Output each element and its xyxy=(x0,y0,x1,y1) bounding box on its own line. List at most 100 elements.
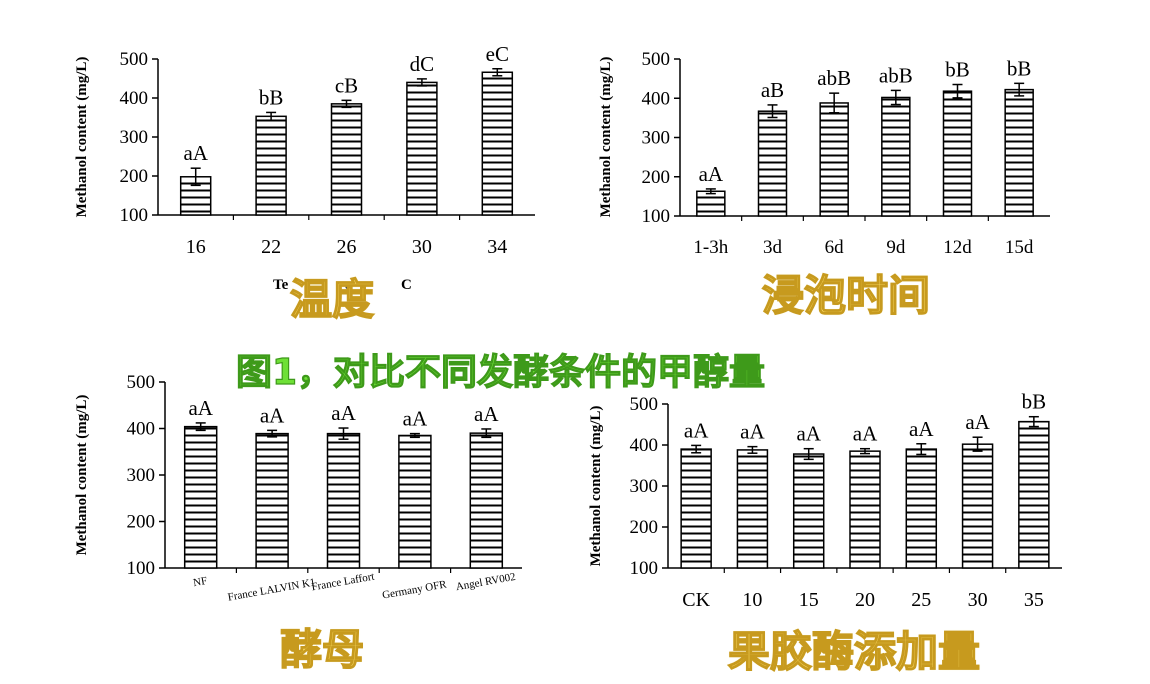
y-tick-label: 300 xyxy=(642,128,671,149)
overlay-title-temperature: 温度 xyxy=(289,274,375,325)
significance-label: bB xyxy=(1022,390,1047,414)
significance-label: aA xyxy=(909,417,934,441)
x-tick-label: 12d xyxy=(943,237,972,258)
significance-label: aA xyxy=(403,407,428,431)
x-tick-label: 30 xyxy=(412,236,432,258)
y-tick-label: 300 xyxy=(120,127,149,148)
charts-layer: Methanol content (mg/L) 100200300400500aA… xyxy=(74,42,1062,611)
y-tick-label: 500 xyxy=(120,49,149,70)
x-tick-label: Germany OFR xyxy=(381,578,448,601)
x-tick-label: 25 xyxy=(911,589,931,611)
significance-label: bB xyxy=(1007,56,1032,80)
x-tick-label: 30 xyxy=(968,589,988,611)
x-tick-label: Angel RV002 xyxy=(455,571,517,593)
bar xyxy=(406,81,438,216)
y-tick-label: 400 xyxy=(120,88,149,109)
bar xyxy=(819,102,849,217)
x-tick-label: 6d xyxy=(825,237,845,258)
y-tick-label: 200 xyxy=(642,167,671,188)
y-axis-label: Methanol content (mg/L) xyxy=(598,57,614,218)
y-tick-label: 400 xyxy=(127,419,156,440)
y-axis-label: Methanol content (mg/L) xyxy=(74,57,90,218)
x-tick-label: 9d xyxy=(886,237,906,258)
y-tick-label: 200 xyxy=(127,512,156,533)
bar xyxy=(326,432,361,569)
y-tick-label: 100 xyxy=(642,206,671,227)
x-tick-label: NF xyxy=(192,575,208,589)
y-tick-label: 400 xyxy=(642,88,671,109)
chart-2: Methanol content (mg/L) 100 200 300 400 500 aA… xyxy=(598,49,1050,258)
y-tick-label: 300 xyxy=(127,465,156,486)
bar xyxy=(792,453,825,569)
y-axis-label: Methanol content (mg/L) xyxy=(588,406,604,567)
y-tick-label: 100 xyxy=(120,205,149,226)
bar xyxy=(255,115,287,216)
y-tick-label: 500 xyxy=(642,49,671,70)
y-tick-label: 100 xyxy=(630,558,659,579)
significance-label: aA xyxy=(260,403,285,427)
bar xyxy=(481,71,514,216)
x-tick-label: 35 xyxy=(1024,589,1044,611)
significance-label: bB xyxy=(945,58,970,82)
bar xyxy=(736,449,769,569)
bar xyxy=(330,103,363,216)
y-tick-label: 500 xyxy=(127,372,156,393)
x-tick-label: 16 xyxy=(186,236,206,258)
y-tick-label: 200 xyxy=(630,517,659,538)
bar xyxy=(881,96,911,217)
x-tick-label: France LALVIN K1 xyxy=(227,576,317,603)
bar xyxy=(849,450,881,569)
significance-label: aA xyxy=(331,401,356,425)
y-tick-label: 300 xyxy=(630,476,659,497)
x-tick-label: 22 xyxy=(261,236,281,258)
x-tick-label: 34 xyxy=(487,236,507,258)
x-tick-label: 15d xyxy=(1005,237,1034,258)
significance-label: abB xyxy=(817,66,851,90)
significance-label: bB xyxy=(259,85,284,109)
significance-label: aA xyxy=(474,402,499,426)
significance-label: aA xyxy=(740,420,765,444)
chart-1: Methanol content (mg/L) 100 200 300 400 500 aA… xyxy=(74,42,535,258)
y-tick-label: 500 xyxy=(630,394,659,415)
significance-label: cB xyxy=(335,73,358,97)
significance-label: aA xyxy=(699,162,724,186)
significance-label: aA xyxy=(684,418,709,442)
y-tick-label: 200 xyxy=(120,166,149,187)
y-tick-label: 400 xyxy=(630,435,659,456)
bar xyxy=(757,110,788,217)
significance-label: aA xyxy=(796,422,821,446)
chart-3: Methanol content (mg/L) 100 200 300 400 500 aA… xyxy=(74,372,522,604)
significance-label: aB xyxy=(761,78,784,102)
chart1-xlabel-fragment-right: C xyxy=(401,277,412,293)
overlay-title-soak-time: 浸泡时间 xyxy=(761,270,931,321)
bar xyxy=(183,425,218,569)
significance-label: abB xyxy=(879,63,913,87)
x-tick-label: 20 xyxy=(855,589,875,611)
chart1-xlabel-fragment-mid: a xyxy=(345,277,353,293)
y-axis-label: Methanol content (mg/L) xyxy=(74,395,90,556)
x-tick-label: France Laffort xyxy=(311,571,376,594)
overlay-title-yeast: 酵母 xyxy=(279,624,365,675)
bar xyxy=(398,434,432,569)
significance-label: eC xyxy=(486,42,509,66)
bar xyxy=(961,443,994,569)
x-tick-label: 1-3h xyxy=(693,237,728,258)
bar xyxy=(469,432,504,569)
bar xyxy=(1018,420,1050,569)
significance-label: aA xyxy=(853,422,878,446)
significance-label: aA xyxy=(965,410,990,434)
bar xyxy=(255,432,289,569)
bar xyxy=(680,448,712,569)
bar xyxy=(905,448,938,569)
chart-4: Methanol content (mg/L) 100 200 300 400 500 aA… xyxy=(588,390,1062,611)
bar xyxy=(1004,88,1034,217)
figure-caption: 图1，对比不同发酵条件的甲醇量 xyxy=(235,351,766,393)
significance-label: aA xyxy=(183,141,208,165)
chart1-xlabel-fragment-left: Te xyxy=(273,277,289,293)
bar xyxy=(696,190,726,217)
x-tick-label: 3d xyxy=(763,237,783,258)
x-tick-label: 10 xyxy=(742,589,762,611)
x-tick-label: CK xyxy=(682,589,710,611)
overlay-title-pectinase: 果胶酶添加量 xyxy=(727,626,981,677)
